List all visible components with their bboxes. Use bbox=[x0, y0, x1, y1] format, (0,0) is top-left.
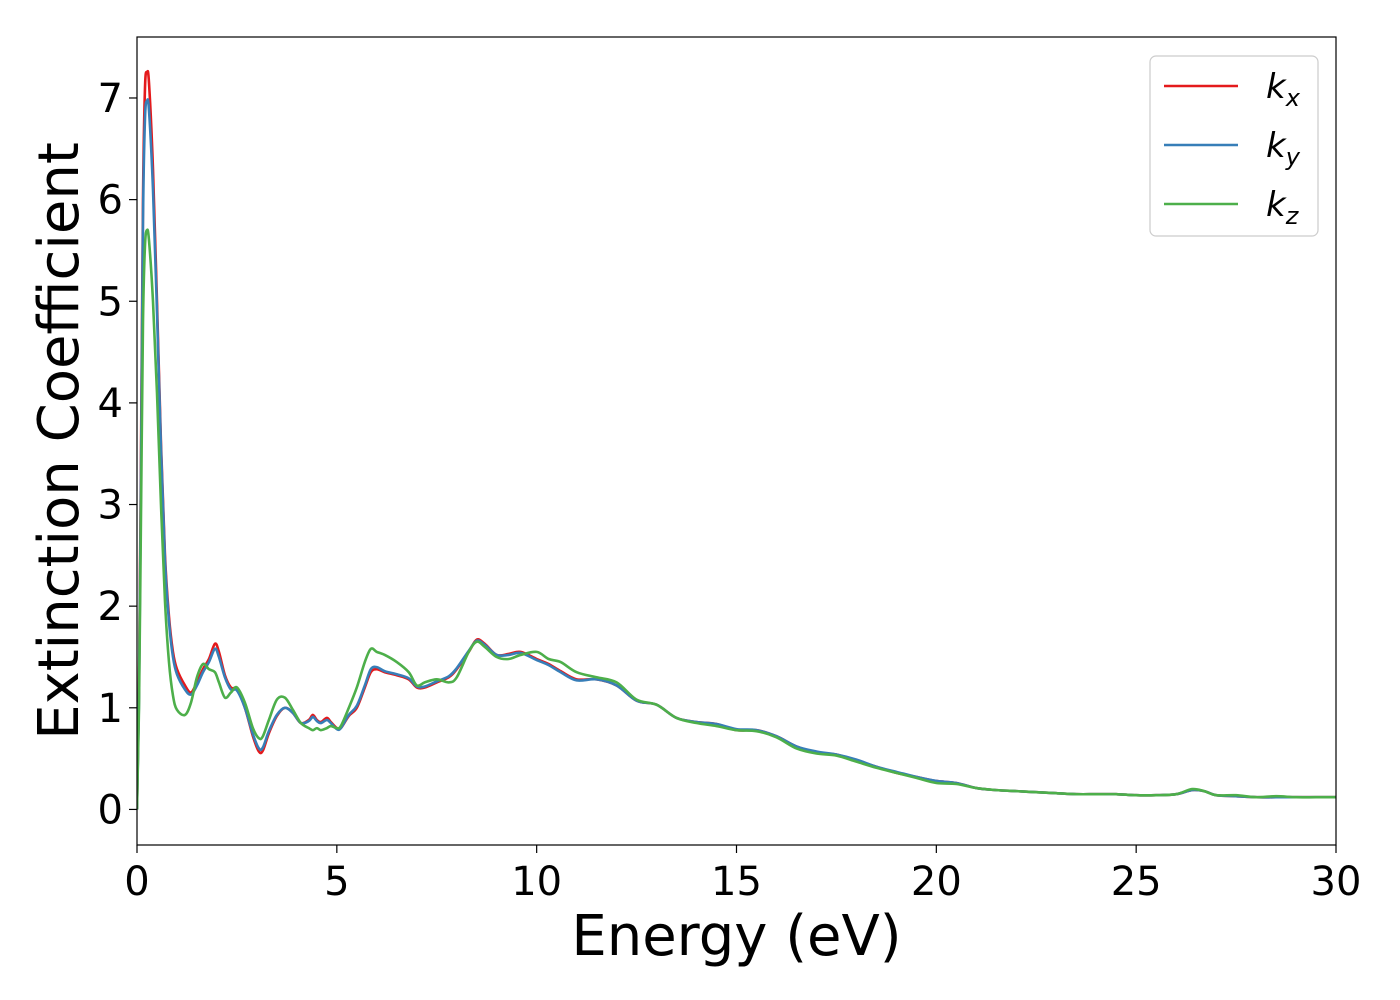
x-tick-label: 15 bbox=[711, 859, 762, 905]
x-tick-label: 5 bbox=[324, 859, 349, 905]
y-tick-label: 7 bbox=[98, 76, 123, 122]
y-tick-label: 5 bbox=[98, 279, 123, 325]
legend-subscript: z bbox=[1285, 202, 1300, 230]
y-tick-label: 1 bbox=[98, 686, 123, 732]
y-tick-label: 2 bbox=[98, 584, 123, 630]
y-axis-ticks: 0 1 2 3 4 5 6 7 bbox=[98, 76, 137, 833]
y-tick-label: 4 bbox=[98, 381, 123, 427]
x-tick-label: 10 bbox=[511, 859, 562, 905]
x-tick-label: 20 bbox=[911, 859, 962, 905]
x-axis-ticks: 0 5 10 15 20 25 30 bbox=[124, 845, 1361, 905]
legend-subscript: x bbox=[1285, 84, 1301, 112]
x-tick-label: 25 bbox=[1111, 859, 1162, 905]
series-layer bbox=[137, 69, 1336, 810]
y-tick-label: 6 bbox=[98, 178, 123, 224]
x-tick-label: 30 bbox=[1311, 859, 1362, 905]
x-tick-label: 0 bbox=[124, 859, 149, 905]
series-line-kz bbox=[137, 228, 1336, 810]
y-axis-label: Extinction Coefficient bbox=[27, 142, 92, 740]
x-axis-label: Energy (eV) bbox=[571, 904, 901, 969]
legend-subscript: y bbox=[1285, 143, 1301, 171]
y-tick-label: 0 bbox=[98, 787, 123, 833]
y-tick-label: 3 bbox=[98, 483, 123, 529]
